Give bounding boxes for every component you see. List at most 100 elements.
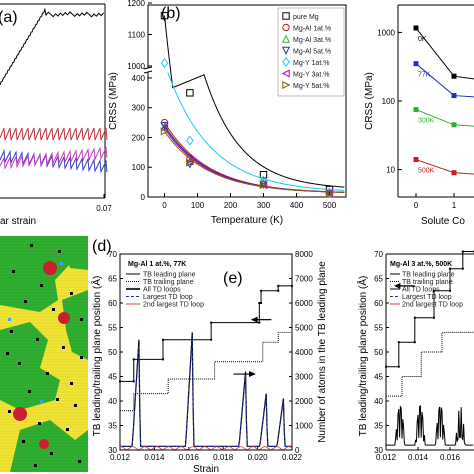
panel-d-marker	[36, 338, 39, 341]
panel-e-y2tick-label: 0	[295, 446, 300, 455]
panel-d-green-region	[0, 322, 60, 410]
panel-b-legend-item: Mg-Al 3at.%	[293, 37, 331, 44]
panel-e-leading-point	[291, 284, 293, 287]
panel-b-curve-0	[164, 15, 345, 188]
panel-f-legend-item: TB leading plane	[402, 272, 455, 279]
panel-b-legend-marker	[282, 80, 291, 90]
panel-e-leading-point	[210, 321, 213, 324]
panel-b-xtick-label: 500	[323, 201, 337, 210]
panel-f-ytick-label: 45	[374, 373, 383, 382]
panel-f-ytick-label: 65	[374, 275, 383, 284]
panel-c-annotation: 0K	[418, 36, 427, 43]
panel-b-ytick-label: 300	[132, 104, 146, 113]
panel-f-leading-point	[449, 289, 451, 292]
panel-d-marker	[34, 464, 37, 467]
panel-b: (b) 1000 1100 1200 0 100 200 300 400 0 100 200 300 40…	[108, 0, 347, 226]
panel-b-legend-marker	[281, 34, 291, 43]
panel-b-label: (b)	[161, 5, 181, 22]
panel-b-ytick-label: 0	[141, 193, 146, 202]
panel-e-leading-point	[258, 321, 261, 324]
panel-e-legend-item: All TD loops	[143, 287, 181, 294]
panel-d-green-region	[60, 236, 88, 270]
panel-f-ylabel: TB leading/trailing plane position (Å)	[356, 276, 369, 437]
panel-b-legend-box	[277, 7, 345, 97]
panel-d-green-region	[0, 236, 72, 312]
panel-a-label: (a)	[0, 9, 18, 26]
panel-c-ytick-label: 1000	[377, 28, 395, 37]
panel-c-point	[413, 107, 419, 113]
panel-e-leading-point	[210, 338, 213, 341]
panel-d-marker	[80, 318, 83, 321]
panel-f-title: Mg-Al 3 at.%, 500K	[390, 261, 452, 268]
panel-b-curve-4	[167, 72, 345, 191]
panel-e-y2tick-label: 7000	[295, 275, 313, 284]
panel-d-marker	[6, 352, 9, 355]
panel-c-ytick-label: 10	[386, 166, 395, 175]
panel-e-xtick-label: 0.016	[179, 453, 200, 462]
panel-b-axis-break-mask	[144, 68, 152, 72]
panel-b-xtick-label: 300	[257, 201, 271, 210]
panel-e-ytick-label: 55	[108, 324, 117, 333]
panel-d-marker	[56, 398, 59, 401]
panel-b-ytick-label: 1200	[127, 0, 145, 8]
panel-c-annotation: 77K	[418, 72, 431, 79]
panel-d-marker	[28, 390, 31, 393]
panel-d-marker	[70, 382, 73, 385]
panel-c-ylabel: CRSS (MPa)	[364, 72, 375, 130]
panel-c-point	[413, 61, 419, 67]
panel-b-legend-marker	[281, 46, 291, 55]
panel-d-green-region	[62, 290, 88, 360]
panel-b-legend-item: Mg-Y 3at.%	[293, 72, 329, 79]
panel-f-legend-item: All TD loops	[402, 287, 440, 294]
panel-a-xlabel: ar strain	[0, 216, 36, 227]
panel-b-point	[160, 127, 169, 136]
panel-c-point	[451, 170, 457, 176]
panel-c-ytick-label: 100	[382, 97, 396, 106]
panel-b-ytick-label: 200	[132, 133, 146, 142]
panel-e-y2tick-label: 1000	[295, 422, 313, 431]
panel-e-leading-point	[277, 289, 280, 292]
panel-d-blue-marker	[8, 318, 11, 321]
panel-f-leading-plane	[386, 251, 474, 368]
panel-e-y2tick-label: 5000	[295, 324, 313, 333]
panel-d-blue-marker	[40, 400, 43, 403]
panel-d-red-cluster	[58, 312, 70, 324]
panel-d-marker	[70, 292, 73, 295]
panel-e-ytick-label: 45	[108, 373, 117, 382]
panel-d-marker	[58, 250, 61, 253]
panel-f-leading-point	[413, 341, 416, 344]
panel-e-trailing-plane	[120, 331, 292, 412]
panel-b-legend-marker	[282, 12, 290, 20]
panel-e-arrow-left-head	[250, 316, 258, 323]
panel-b-point	[325, 189, 334, 198]
panel-f-ytick-label: 40	[374, 397, 383, 406]
panel-b-point	[259, 175, 268, 186]
panel-e-y2tick-label: 8000	[295, 250, 313, 259]
panel-f-ytick-label: 55	[374, 324, 383, 333]
panel-b-xlabel: Temperature (K)	[211, 215, 283, 226]
panel-e-xtick-label: 0.020	[248, 453, 269, 462]
panel-c: 10 100 1000 0 1 CRSS (MPa) Solute Co 0K 77K 300K 5…	[364, 4, 474, 227]
panel-b-legend-item: Mg-Y 5at.%	[293, 83, 329, 90]
panel-e-title: Mg-Al 1 at.%, 77K	[128, 261, 186, 268]
panel-c-annotation: 300K	[418, 118, 435, 125]
panel-e-xlabel: Strain	[193, 464, 219, 474]
panel-b-point	[259, 170, 268, 179]
panel-f-leading-point	[413, 316, 416, 319]
panel-d-marker	[78, 460, 81, 463]
panel-c-xtick-label: 1	[452, 201, 457, 210]
panel-b-ytick-label: 100	[132, 163, 146, 172]
panel-c-xtick-label: 0	[414, 201, 419, 210]
panel-a-series-magenta	[0, 145, 108, 170]
panel-e-ytick-label: 60	[108, 299, 117, 308]
panel-e-legend-item: TB leading plane	[143, 272, 196, 279]
panel-b-legend-marker	[282, 23, 290, 32]
panel-b-axis-break-2	[143, 70, 153, 74]
panel-e-ytick-label: 30	[108, 446, 117, 455]
panel-f-leading-point	[385, 365, 387, 368]
panel-a-series-black	[0, 7, 104, 86]
panel-b-point	[325, 189, 334, 198]
